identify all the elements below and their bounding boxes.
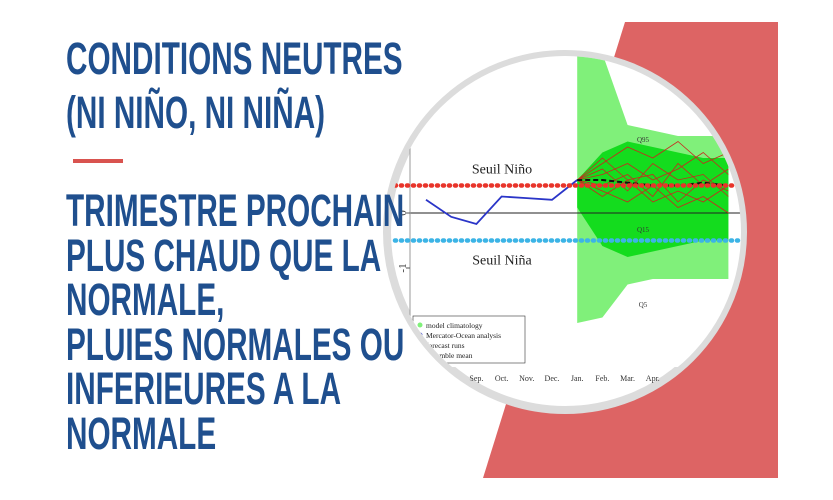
- band: [577, 141, 729, 257]
- x-tick-label: Mar.: [620, 374, 635, 383]
- x-tick-label: Nov.: [519, 374, 534, 383]
- x-tick-label: Jan.: [571, 374, 584, 383]
- y-tick-label: 0: [397, 210, 409, 216]
- legend-marker: [417, 322, 423, 328]
- subheadline-line: NORMALE: [66, 407, 217, 459]
- x-tick-label: Feb.: [595, 374, 609, 383]
- legend-marker: [417, 352, 423, 358]
- series-line: [425, 179, 578, 226]
- legend-label: model climatology: [426, 321, 483, 330]
- band-label: Q95: [637, 136, 650, 144]
- chart: -1 0 Seuil Niño Seuil Niña Q95 Q15 Q5 Sep. Oct. N…: [392, 56, 741, 383]
- subheadline-line: NORMALE,: [66, 274, 225, 325]
- subheadline-line: PLUS CHAUD QUE LA: [66, 229, 382, 281]
- threshold-label: Seuil Niño: [472, 163, 532, 178]
- x-tick-label: Sep.: [469, 374, 483, 383]
- forecast-run: [576, 179, 729, 203]
- forecast-run: [576, 157, 729, 203]
- subheadline-line: TRIMESTRE PROCHAIN: [66, 185, 405, 236]
- threshold-label: Seuil Niña: [472, 254, 532, 269]
- subheadline-line: PLUIES NORMALES OU: [66, 318, 405, 370]
- x-tick-label: Dec.: [545, 374, 560, 383]
- forecast-run: [576, 140, 729, 181]
- legend-label: forecast runs: [426, 341, 465, 350]
- headline-line: CONDITIONS NEUTRES: [66, 33, 403, 84]
- subheadline-line: INFERIEURES A LA: [66, 363, 342, 414]
- divider: [73, 159, 123, 163]
- forecast-run: [577, 151, 729, 181]
- band-label: Q15: [637, 226, 650, 234]
- x-tick-label: Oct.: [495, 374, 509, 383]
- legend-label: ensemble mean: [426, 351, 473, 360]
- headline-line: (NI NIÑO, NI NIÑA): [66, 87, 326, 138]
- legend-label: Mercator-Ocean analysis: [426, 331, 501, 340]
- band-label: Q5: [639, 301, 648, 309]
- forecast-run: [577, 162, 729, 197]
- x-tick-label: Apr.: [646, 374, 660, 383]
- y-tick-label: -1: [397, 263, 409, 272]
